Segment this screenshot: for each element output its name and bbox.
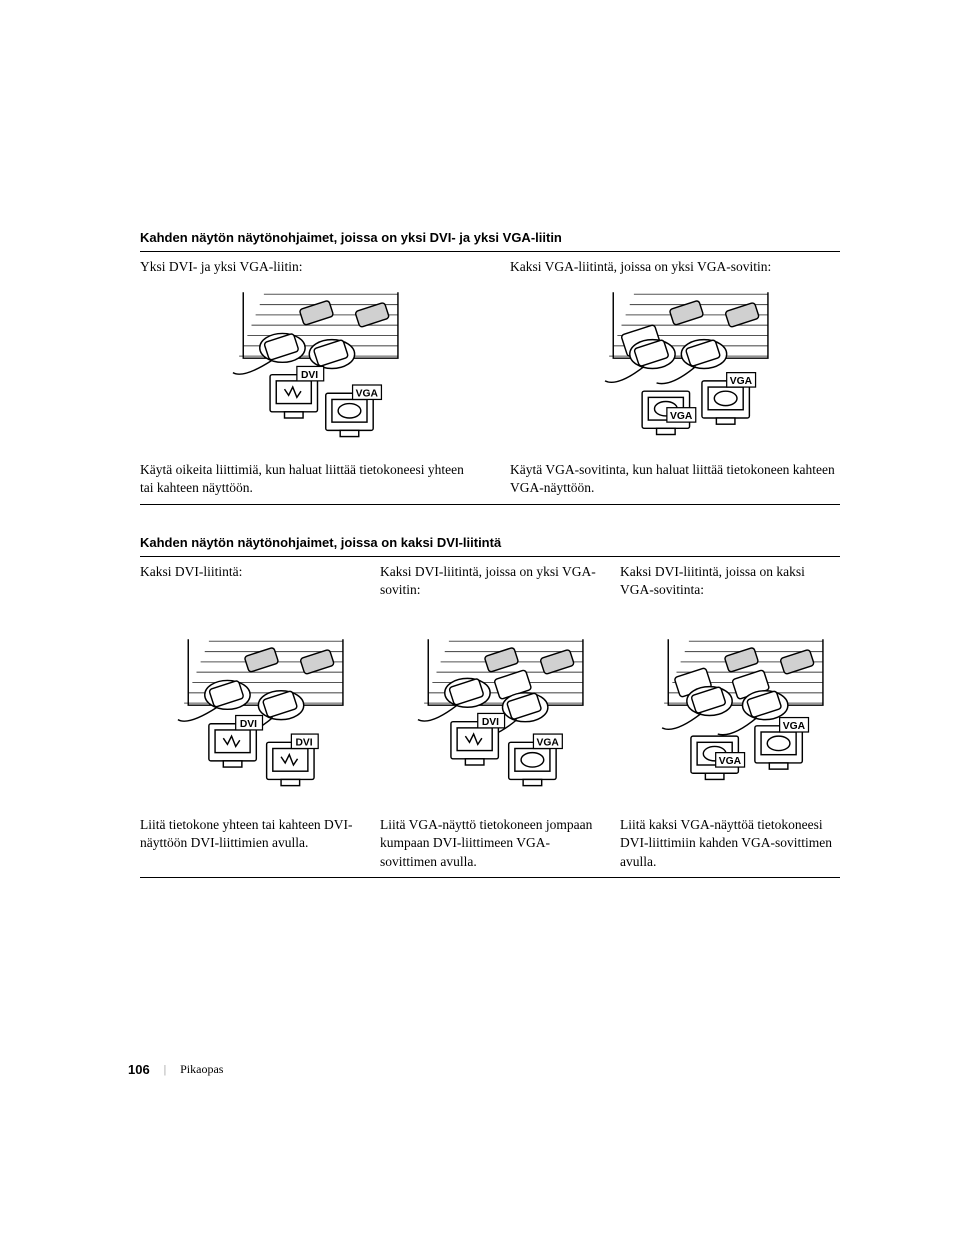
tag-vga: VGA [356, 389, 379, 400]
s2-c2-caption: Liitä VGA-näyttö tietokoneen jompaan kum… [380, 816, 600, 871]
section1-right: Kaksi VGA-liitintä, joissa on yksi VGA-s… [510, 258, 840, 498]
tag-vga: VGA [719, 756, 742, 767]
s1-left-diagram: DVI VGA [140, 286, 470, 451]
tag-vga: VGA [730, 376, 753, 387]
s2-c3-caption: Liitä kaksi VGA-näyttöä tietokoneesi DVI… [620, 816, 840, 871]
section1-left: Yksi DVI- ja yksi VGA-liitin: [140, 258, 470, 498]
section2-rule [140, 877, 840, 878]
tag-vga: VGA [670, 411, 693, 422]
s1-left-caption: Käytä oikeita liittimiä, kun haluat liit… [140, 461, 470, 497]
section1-row: Yksi DVI- ja yksi VGA-liitin: [140, 258, 840, 498]
page-content: Kahden näytön näytönohjaimet, joissa on … [140, 230, 840, 878]
section2-heading: Kahden näytön näytönohjaimet, joissa on … [140, 535, 840, 557]
section1-rule [140, 504, 840, 505]
s2-c3-diagram: VGA VGA [620, 633, 840, 798]
s1-right-caption: Käytä VGA-sovitinta, kun haluat liittää … [510, 461, 840, 497]
s2-c2-diagram: DVI VGA [380, 633, 600, 798]
s2-c3-label: Kaksi DVI-liitintä, joissa on kaksi VGA-… [620, 563, 840, 599]
section2-labels: Kaksi DVI-liitintä: Kaksi DVI-liitintä, … [140, 563, 840, 603]
connector-diagram-icon: VGA VGA [572, 286, 778, 451]
section2-captions: Liitä tietokone yhteen tai kahteen DVI-n… [140, 808, 840, 871]
footer-separator: | [164, 1062, 166, 1077]
connector-diagram-icon: DVI DVI [147, 633, 353, 798]
tag-dvi: DVI [301, 370, 318, 381]
page-footer: 106 | Pikaopas [128, 1062, 223, 1077]
s1-right-diagram: VGA VGA [510, 286, 840, 451]
connector-diagram-icon: DVI VGA [387, 633, 593, 798]
connector-diagram-icon: VGA VGA [627, 633, 833, 798]
s1-right-label: Kaksi VGA-liitintä, joissa on yksi VGA-s… [510, 258, 840, 276]
section2-diagrams: DVI DVI [140, 623, 840, 808]
s2-c2-label: Kaksi DVI-liitintä, joissa on yksi VGA-s… [380, 563, 600, 599]
tag-vga: VGA [536, 738, 559, 749]
section1-heading: Kahden näytön näytönohjaimet, joissa on … [140, 230, 840, 252]
s1-left-label: Yksi DVI- ja yksi VGA-liitin: [140, 258, 470, 276]
footer-title: Pikaopas [180, 1062, 223, 1077]
tag-vga: VGA [783, 721, 806, 732]
s2-c1-diagram: DVI DVI [140, 633, 360, 798]
connector-diagram-icon: DVI VGA [202, 286, 408, 451]
s2-c1-label: Kaksi DVI-liitintä: [140, 563, 360, 599]
tag-dvi: DVI [482, 717, 499, 728]
tag-dvi: DVI [295, 738, 312, 749]
tag-dvi: DVI [240, 719, 257, 730]
s2-c1-caption: Liitä tietokone yhteen tai kahteen DVI-n… [140, 816, 360, 871]
page-number: 106 [128, 1062, 150, 1077]
